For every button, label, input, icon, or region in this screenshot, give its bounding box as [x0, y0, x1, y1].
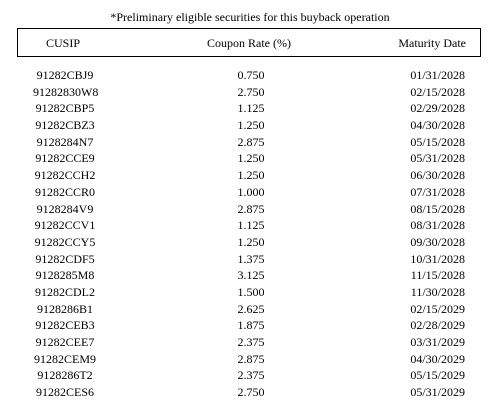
maturity-date-cell: 02/29/2028 — [410, 101, 465, 116]
cusip-cell: 91282CEE7 — [35, 335, 95, 349]
maturity-date-cell: 09/30/2028 — [410, 234, 465, 249]
coupon-rate-cell: 1.500 — [237, 284, 265, 299]
cusip-cell: 91282CCE9 — [35, 151, 95, 166]
coupon-rate-cell: 1.875 — [237, 318, 265, 333]
table-row: 9128286B1 2.625 02/15/2029 — [0, 301, 500, 318]
table-body: 91282CBJ9 0.750 01/31/2028 91282830W8 2.750 0… — [0, 67, 500, 401]
table-row: 91282CEE7 2.375 03/31/2029 — [0, 334, 500, 351]
maturity-date-cell: 06/30/2028 — [410, 168, 465, 183]
table-row: 9128284V9 2.875 08/15/2028 — [0, 201, 500, 218]
cusip-cell: 91282CES6 — [35, 385, 94, 400]
table-row: 91282CBZ3 1.250 04/30/2028 — [0, 117, 500, 134]
cusip-cell: 91282CCV1 — [34, 218, 96, 233]
table-row: 91282CES6 2.750 05/31/2029 — [0, 384, 500, 401]
maturity-date-cell: 03/31/2029 — [410, 335, 465, 349]
table-row: 91282CEM9 2.875 04/30/2029 — [0, 351, 500, 368]
cusip-cell: 91282CCR0 — [34, 184, 95, 199]
coupon-rate-cell: 1.250 — [237, 151, 265, 166]
table-row: 91282CEB3 1.875 02/28/2029 — [0, 317, 500, 334]
cusip-cell: 91282CCH2 — [34, 168, 96, 183]
cusip-cell: 91282CBP5 — [35, 101, 95, 116]
maturity-date-cell: 08/31/2028 — [410, 218, 465, 233]
coupon-rate-cell: 1.375 — [237, 251, 265, 266]
coupon-rate-cell: 3.125 — [237, 268, 265, 283]
cusip-cell: 91282CEM9 — [33, 351, 96, 366]
table-row: 9128285M8 3.125 11/15/2028 — [0, 267, 500, 284]
maturity-date-cell: 01/31/2028 — [410, 68, 465, 82]
table-row: 91282CCH2 1.250 06/30/2028 — [0, 167, 500, 184]
cusip-cell: 91282CDF5 — [35, 251, 95, 266]
coupon-rate-cell: 2.875 — [237, 201, 265, 216]
maturity-date-cell: 05/31/2029 — [410, 385, 465, 400]
coupon-rate-cell: 1.250 — [237, 168, 265, 183]
column-header-coupon-rate: Coupon Rate (%) — [207, 36, 291, 50]
table-row: 91282CCY5 1.250 09/30/2028 — [0, 234, 500, 251]
column-header-cusip: CUSIP — [46, 36, 81, 50]
cusip-cell: 9128286T2 — [37, 368, 93, 383]
table-row: 91282830W8 2.750 02/15/2028 — [0, 84, 500, 101]
maturity-date-cell: 05/15/2029 — [410, 368, 465, 383]
coupon-rate-cell: 1.125 — [237, 218, 265, 233]
table-row: 91282CDL2 1.500 11/30/2028 — [0, 284, 500, 301]
table-row: 91282CCV1 1.125 08/31/2028 — [0, 217, 500, 234]
table-row: 9128286T2 2.375 05/15/2029 — [0, 367, 500, 384]
maturity-date-cell: 11/15/2028 — [410, 268, 465, 283]
maturity-date-cell: 04/30/2028 — [410, 118, 465, 133]
maturity-date-cell: 02/15/2029 — [410, 301, 465, 316]
coupon-rate-cell: 2.750 — [237, 385, 265, 400]
coupon-rate-cell: 0.750 — [237, 68, 265, 82]
table-header: CUSIP Coupon Rate (%) Maturity Date — [17, 28, 481, 57]
maturity-date-cell: 11/30/2028 — [410, 284, 465, 299]
coupon-rate-cell: 2.875 — [237, 134, 265, 149]
maturity-date-cell: 07/31/2028 — [410, 184, 465, 199]
coupon-rate-cell: 1.000 — [237, 184, 265, 199]
coupon-rate-cell: 1.250 — [237, 118, 265, 133]
cusip-cell: 91282CDL2 — [35, 284, 95, 299]
maturity-date-cell: 10/31/2028 — [410, 251, 465, 266]
coupon-rate-cell: 1.125 — [237, 101, 265, 116]
cusip-cell: 9128284N7 — [36, 134, 94, 149]
maturity-date-cell: 04/30/2029 — [410, 351, 465, 366]
coupon-rate-cell: 2.625 — [237, 301, 265, 316]
cusip-cell: 9128285M8 — [35, 268, 95, 283]
table-caption: *Preliminary eligible securities for thi… — [110, 10, 390, 24]
maturity-date-cell: 05/31/2028 — [410, 151, 465, 166]
cusip-cell: 91282CEB3 — [35, 318, 95, 333]
coupon-rate-cell: 2.750 — [237, 84, 265, 99]
maturity-date-cell: 02/28/2029 — [410, 318, 465, 333]
cusip-cell: 91282CBJ9 — [36, 68, 94, 82]
table-row: 9128284N7 2.875 05/15/2028 — [0, 134, 500, 151]
maturity-date-cell: 05/15/2028 — [410, 134, 465, 149]
coupon-rate-cell: 2.875 — [237, 351, 265, 366]
cusip-cell: 9128284V9 — [36, 201, 94, 216]
table-row: 91282CCR0 1.000 07/31/2028 — [0, 184, 500, 201]
cusip-cell: 91282CBZ3 — [35, 118, 95, 133]
maturity-date-cell: 08/15/2028 — [410, 201, 465, 216]
cusip-cell: 9128286B1 — [36, 301, 93, 316]
table-row: 91282CBJ9 0.750 01/31/2028 — [0, 67, 500, 84]
cusip-cell: 91282CCY5 — [34, 234, 96, 249]
coupon-rate-cell: 2.375 — [237, 335, 265, 349]
maturity-date-cell: 02/15/2028 — [410, 84, 465, 99]
column-header-maturity-date: Maturity Date — [398, 36, 466, 50]
table-row: 91282CCE9 1.250 05/31/2028 — [0, 150, 500, 167]
table-row: 91282CBP5 1.125 02/29/2028 — [0, 100, 500, 117]
cusip-cell: 91282830W8 — [33, 84, 99, 99]
coupon-rate-cell: 2.375 — [237, 368, 265, 383]
coupon-rate-cell: 1.250 — [237, 234, 265, 249]
table-row: 91282CDF5 1.375 10/31/2028 — [0, 251, 500, 268]
